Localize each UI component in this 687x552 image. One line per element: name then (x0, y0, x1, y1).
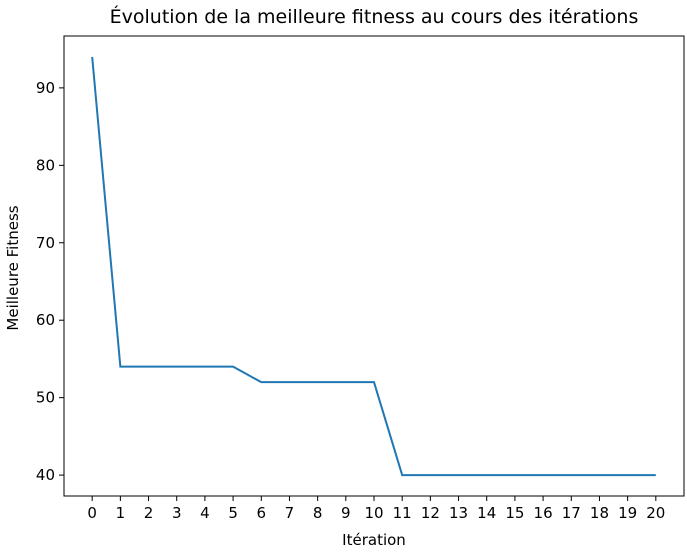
y-axis-ticks: 40 50 60 70 80 90 (36, 79, 64, 484)
x-axis-ticks: 0 1 2 3 4 5 6 7 8 9 10 11 12 13 14 15 16 17 18 19 20 (87, 496, 665, 522)
y-axis-label: Meilleure Fitness (4, 205, 22, 330)
series-line (91, 56, 656, 477)
x-tick-label: 0 (87, 504, 97, 522)
x-tick-label: 12 (421, 504, 440, 522)
x-tick-label: 8 (313, 504, 323, 522)
y-tick-label: 60 (36, 311, 55, 329)
x-tick-label: 16 (534, 504, 553, 522)
x-tick-label: 19 (618, 504, 637, 522)
y-tick-label: 50 (36, 389, 55, 407)
x-tick-label: 9 (341, 504, 351, 522)
x-tick-label: 15 (505, 504, 524, 522)
x-tick-label: 6 (256, 504, 266, 522)
x-tick-label: 1 (116, 504, 126, 522)
x-axis-label: Itération (342, 531, 406, 549)
x-tick-label: 5 (228, 504, 238, 522)
x-tick-label: 7 (285, 504, 295, 522)
x-tick-label: 13 (449, 504, 468, 522)
x-tick-label: 14 (477, 504, 496, 522)
x-tick-label: 2 (144, 504, 154, 522)
x-tick-label: 4 (200, 504, 210, 522)
y-tick-label: 90 (36, 79, 55, 97)
x-tick-label: 20 (646, 504, 665, 522)
y-tick-label: 80 (36, 156, 55, 174)
y-tick-label: 40 (36, 466, 55, 484)
plot-frame (63, 35, 685, 497)
y-tick-label: 70 (36, 234, 55, 252)
x-tick-label: 3 (172, 504, 182, 522)
x-tick-label: 11 (393, 504, 412, 522)
chart-title: Évolution de la meilleure fitness au cou… (110, 5, 639, 28)
x-tick-label: 18 (590, 504, 609, 522)
x-tick-label: 10 (364, 504, 383, 522)
x-tick-label: 17 (562, 504, 581, 522)
